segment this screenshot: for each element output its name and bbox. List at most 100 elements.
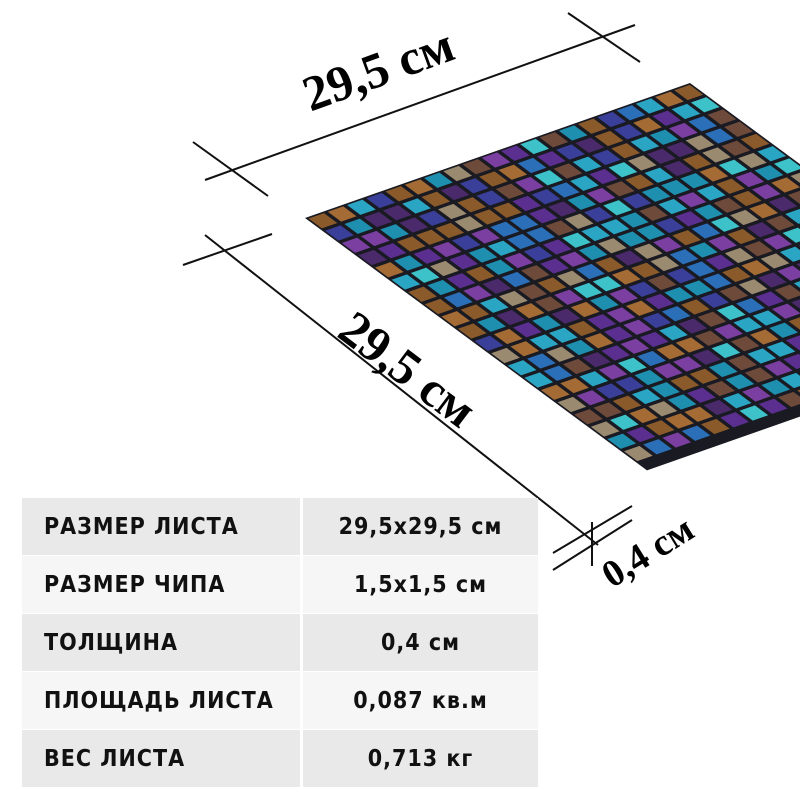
- mosaic-tile: [510, 341, 540, 357]
- mosaic-tile: [432, 241, 462, 258]
- mosaic-tile: [592, 276, 622, 292]
- mosaic-tile: [651, 382, 680, 398]
- mosaic-tile: [449, 254, 479, 270]
- mosaic-tile: [788, 317, 800, 330]
- mosaic-tile: [507, 360, 537, 376]
- mosaic-tile: [424, 298, 454, 315]
- mosaic-tile: [730, 209, 759, 226]
- mosaic-tile: [630, 136, 660, 152]
- mosaic-tile: [344, 218, 374, 234]
- mosaic-tile: [658, 198, 688, 215]
- mosaic-tile: [534, 170, 563, 186]
- mosaic-tile: [721, 140, 751, 156]
- mosaic-tile: [619, 212, 649, 228]
- mosaic-tile: [590, 421, 620, 437]
- mosaic-tile: [504, 252, 534, 269]
- mosaic-tile: [703, 399, 733, 416]
- mosaic-tile: [606, 307, 636, 323]
- mosaic-tile: [669, 122, 698, 139]
- mosaic-tile: [782, 227, 800, 243]
- mosaic-tile: [700, 292, 729, 308]
- mosaic-tile: [707, 109, 737, 125]
- mosaic-tile: [575, 137, 605, 153]
- mosaic-tile: [517, 157, 547, 174]
- mosaic-tile: [686, 261, 716, 277]
- mosaic-tile: [408, 286, 437, 302]
- mosaic-tile: [573, 282, 603, 299]
- mosaic-tile: [672, 230, 702, 246]
- mosaic-tile: [740, 133, 770, 150]
- mosaic-tile: [553, 163, 583, 179]
- mosaic-tile: [358, 249, 388, 266]
- spec-row-chip-size: РАЗМЕР ЧИПА 1,5x1,5 см: [22, 556, 538, 613]
- mosaic-tile: [741, 260, 771, 276]
- mosaic-tile: [653, 236, 682, 253]
- mosaic-tile: [361, 230, 390, 247]
- mosaic-tile: [744, 241, 773, 257]
- mosaic-tile: [325, 225, 354, 241]
- mosaic-tile: [699, 166, 729, 182]
- mosaic-sheet: [305, 83, 800, 471]
- mosaic-tile: [457, 323, 487, 339]
- width-tick-right: [567, 12, 641, 63]
- mosaic-tile: [617, 357, 647, 373]
- mosaic-tile: [540, 384, 570, 400]
- mosaic-tile: [650, 255, 680, 272]
- mosaic-tile: [554, 289, 583, 305]
- mosaic-tile: [675, 211, 704, 227]
- mosaic-tile: [380, 224, 409, 240]
- mosaic-tile: [758, 398, 788, 414]
- mosaic-tile: [774, 284, 800, 300]
- mosaic-tile: [581, 225, 611, 242]
- mosaic-tile: [761, 379, 791, 395]
- mosaic-tile: [347, 199, 376, 215]
- mosaic-tile: [769, 322, 799, 338]
- mosaic-tile: [783, 353, 800, 370]
- mosaic-tile: [545, 220, 575, 236]
- mosaic-tile: [526, 227, 556, 243]
- mosaic-tile: [564, 213, 594, 229]
- mosaic-tile: [620, 338, 650, 354]
- mosaic-tile: [574, 409, 603, 425]
- mosaic-tile: [787, 190, 800, 204]
- mosaic-tile: [543, 365, 573, 381]
- mosaic-tile: [542, 239, 572, 255]
- mosaic-tile: [639, 205, 668, 221]
- mosaic-tile: [763, 234, 793, 250]
- mosaic-tile: [708, 361, 738, 378]
- mosaic-tile: [410, 267, 440, 283]
- mosaic-tile: [610, 414, 639, 430]
- mosaic-tile: [625, 174, 654, 190]
- mosaic-tile: [491, 347, 520, 364]
- mosaic-tile: [582, 352, 611, 368]
- mosaic-tile: [636, 224, 666, 240]
- mosaic-tile: [596, 383, 625, 399]
- mosaic-tile: [791, 299, 800, 309]
- mosaic-tile: [633, 117, 662, 133]
- mosaic-tile: [716, 178, 745, 194]
- mosaic-tile: [559, 251, 589, 267]
- mosaic-tile: [655, 91, 684, 107]
- mosaic-tile: [366, 192, 396, 209]
- mosaic-tile: [536, 151, 566, 167]
- mosaic-tile: [642, 312, 672, 329]
- mosaic-tile: [692, 349, 722, 365]
- mosaic-tile: [757, 146, 787, 162]
- mosaic-tile: [633, 243, 663, 259]
- mosaic-tile: [724, 121, 753, 137]
- mosaic-tile: [584, 333, 614, 349]
- mosaic-tile: [615, 376, 645, 392]
- mosaic-tile: [765, 215, 795, 231]
- mosaic-tile: [722, 393, 752, 409]
- mosaic-tile: [424, 172, 453, 188]
- mosaic-tile: [720, 412, 749, 428]
- mosaic-tile: [771, 177, 800, 193]
- mosaic-tile: [643, 439, 672, 455]
- mosaic-tile: [471, 228, 500, 244]
- mosaic-tile: [548, 201, 577, 217]
- mosaic-tile: [457, 197, 486, 213]
- mosaic-tile: [666, 141, 696, 158]
- mosaic-tile: [645, 293, 674, 310]
- mosaic-tile: [655, 217, 685, 234]
- mosaic-tile: [534, 296, 564, 312]
